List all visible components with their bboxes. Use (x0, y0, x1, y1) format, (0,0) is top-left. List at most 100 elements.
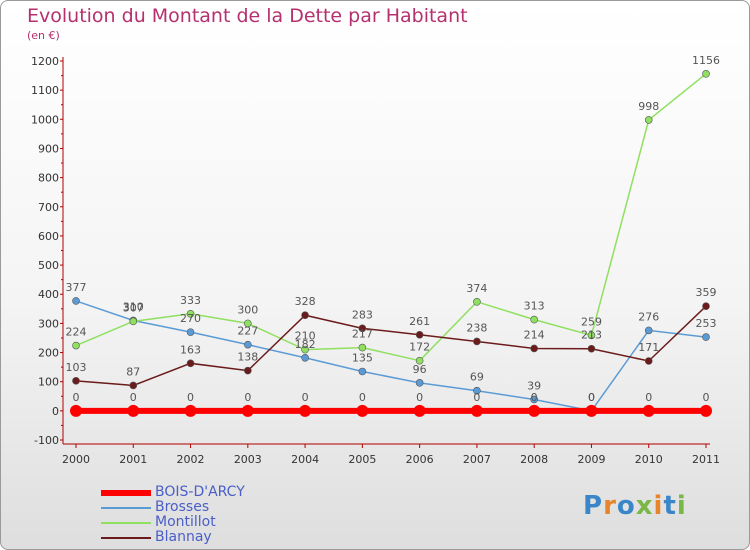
data-point (530, 344, 538, 353)
data-point (186, 359, 195, 368)
data-label: 313 (524, 300, 545, 313)
data-label: 359 (696, 286, 717, 299)
logo-letter: t (663, 491, 677, 521)
data-label: 0 (359, 391, 366, 404)
data-label: 261 (409, 315, 430, 328)
data-label: 39 (527, 379, 541, 392)
data-label: 0 (244, 391, 251, 404)
y-tick-label: 600 (38, 230, 59, 243)
data-label: 238 (466, 321, 487, 334)
data-point (644, 326, 653, 335)
legend-label: Brosses (155, 499, 210, 515)
series-line-blannay (75, 305, 707, 387)
data-label: 253 (696, 317, 717, 330)
data-label: 283 (352, 308, 373, 321)
data-label: 328 (295, 295, 316, 308)
data-label: 0 (302, 391, 309, 404)
x-tick-label: 2007 (463, 453, 491, 466)
logo-letter: o (616, 491, 636, 521)
data-label: 0 (130, 391, 137, 404)
y-tick-label: 800 (38, 172, 59, 185)
data-label: 214 (524, 328, 545, 341)
chart-title: Evolution du Montant de la Dette par Hab… (27, 5, 468, 27)
x-tick-label: 2001 (119, 453, 147, 466)
data-label: 172 (409, 341, 430, 354)
data-label: 87 (126, 365, 140, 378)
data-label: 0 (73, 391, 80, 404)
data-point (585, 404, 598, 417)
legend-swatch (101, 490, 151, 496)
data-label: 333 (180, 294, 201, 307)
x-tick-label: 2008 (520, 453, 548, 466)
logo-letter: P (583, 491, 604, 521)
data-point (72, 377, 80, 385)
data-point (470, 404, 483, 417)
data-point (127, 404, 140, 417)
legend-label: Montillot (155, 514, 216, 530)
data-point (528, 404, 541, 417)
data-point (530, 315, 538, 324)
data-point (473, 337, 481, 346)
data-label: 310 (123, 300, 144, 313)
x-tick-label: 2010 (635, 453, 663, 466)
data-label: 0 (416, 391, 423, 404)
data-label: 0 (588, 391, 595, 404)
data-point (241, 404, 254, 417)
proxiti-logo: Proxiti (583, 491, 687, 521)
data-point (644, 357, 653, 365)
data-point (358, 367, 367, 376)
data-label: 300 (237, 303, 258, 316)
data-point (186, 328, 195, 336)
legend-label: BOIS-D'ARCY (155, 484, 245, 500)
x-tick-label: 2002 (177, 453, 205, 466)
x-tick-label: 2004 (291, 453, 319, 466)
data-point (415, 330, 424, 339)
data-label: 69 (470, 371, 484, 384)
y-tick-label: 100 (38, 376, 59, 389)
data-point (301, 311, 309, 320)
data-point (301, 345, 309, 354)
data-label: 0 (588, 391, 595, 404)
data-point (72, 341, 80, 350)
legend-swatch (101, 522, 151, 524)
data-label: 213 (581, 329, 602, 342)
data-point (244, 319, 252, 328)
data-label: 227 (237, 325, 258, 338)
legend-label: Blannay (155, 529, 212, 545)
data-label: 270 (180, 312, 201, 325)
data-point (299, 404, 312, 417)
data-point (700, 404, 712, 417)
logo-letter: i (676, 491, 687, 521)
data-point (473, 298, 481, 306)
data-label: 374 (466, 282, 487, 295)
logo-letter: i (653, 491, 664, 521)
series-lines (70, 70, 712, 417)
series-line-montillot (75, 73, 707, 362)
data-label: 998 (638, 100, 659, 113)
data-label: 0 (531, 391, 538, 404)
data-point (642, 404, 655, 417)
data-point (530, 395, 538, 404)
data-label: 0 (473, 391, 480, 404)
data-label: 217 (352, 328, 373, 341)
y-tick-label: 1200 (31, 55, 59, 68)
x-tick-label: 2003 (234, 453, 262, 466)
y-tick-label: 200 (38, 347, 59, 360)
data-point (72, 297, 80, 305)
data-point (702, 333, 710, 341)
x-tick-label: 2011 (692, 453, 720, 466)
series-line-brosses (75, 300, 707, 412)
data-point (702, 70, 710, 78)
data-label: 276 (638, 310, 659, 323)
chart-axes: -100010020030040050060070080090010001100… (31, 55, 720, 466)
y-tick-label: 0 (52, 405, 59, 418)
data-point (244, 366, 252, 375)
y-tick-label: 1000 (31, 113, 59, 126)
data-label: 138 (237, 351, 258, 364)
data-label: 171 (638, 341, 659, 354)
logo-letter: r (603, 491, 617, 521)
data-labels: 3773102702271821359669390276253224307333… (66, 54, 721, 404)
chart-subtitle: (en €) (27, 29, 60, 42)
data-point (587, 331, 596, 340)
